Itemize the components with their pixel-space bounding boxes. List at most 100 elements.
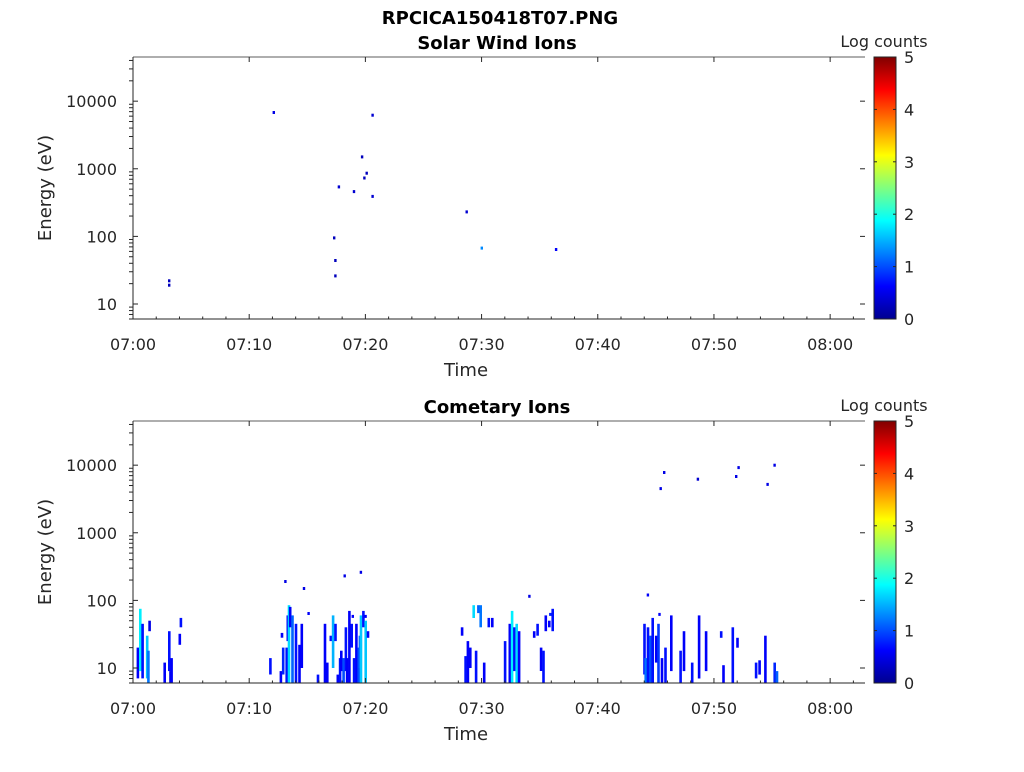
- data-cell: [272, 111, 275, 114]
- data-cell: [360, 155, 364, 159]
- data-cell: [269, 658, 272, 675]
- data-cell: [307, 612, 310, 615]
- data-cell: [168, 279, 171, 283]
- data-cell: [465, 210, 468, 214]
- solar-wind-colorbar: [873, 56, 897, 320]
- data-cell: [350, 623, 353, 648]
- data-cell: [342, 658, 345, 683]
- data-cell: [329, 635, 333, 642]
- data-cell: [348, 610, 351, 683]
- cometary-x-tick-label: 07:00: [110, 699, 156, 718]
- data-cell: [654, 635, 658, 663]
- data-cell: [298, 644, 301, 683]
- data-cell: [549, 612, 552, 616]
- data-cell: [554, 248, 558, 251]
- data-cell: [168, 283, 171, 287]
- data-cell: [735, 475, 738, 478]
- data-cell: [657, 623, 660, 683]
- data-cell: [517, 631, 521, 683]
- data-cell: [503, 641, 507, 683]
- data-cell: [331, 615, 335, 668]
- data-cell: [170, 658, 173, 683]
- data-cell: [178, 633, 182, 645]
- cometary-data-layer: [136, 463, 779, 683]
- data-cell: [513, 627, 516, 672]
- data-cell: [754, 662, 758, 679]
- solar-wind-colorbar-tick-label: 0: [904, 310, 914, 329]
- solar-wind-x-tick-label: 07:50: [691, 335, 737, 354]
- data-cell: [544, 615, 548, 632]
- data-cell: [285, 647, 288, 683]
- cometary-colorbar-label: Log counts: [840, 396, 927, 415]
- data-cell: [148, 620, 151, 632]
- data-cell: [139, 608, 142, 672]
- data-cell: [460, 627, 464, 636]
- data-cell: [539, 647, 543, 671]
- figure-title: RPCICA150418T07.PNG: [382, 8, 618, 29]
- data-cell: [479, 605, 482, 628]
- data-cell: [364, 614, 367, 618]
- data-cell: [359, 570, 363, 574]
- data-cell: [737, 466, 740, 470]
- solar-wind-x-tick-label: 07:20: [342, 335, 388, 354]
- data-cell: [670, 615, 673, 672]
- data-cell: [336, 674, 340, 683]
- data-cell: [764, 635, 767, 683]
- data-cell: [649, 635, 652, 683]
- data-cell: [773, 463, 776, 467]
- cometary-y-tick-label: 100: [86, 591, 117, 610]
- data-cell: [551, 608, 554, 632]
- data-cell: [281, 647, 285, 675]
- data-cell: [163, 662, 166, 683]
- cometary-panel-title: Cometary Ions: [424, 397, 571, 418]
- data-cell: [334, 259, 337, 262]
- solar-wind-panel-title: Solar Wind Ions: [417, 33, 576, 54]
- cometary-colorbar-tick-label: 0: [904, 674, 914, 693]
- data-cell: [532, 631, 536, 638]
- data-cell: [179, 617, 183, 628]
- cometary-colorbar-tick-label: 1: [904, 622, 914, 641]
- data-cell: [548, 620, 551, 628]
- data-cell: [472, 605, 475, 618]
- solar-wind-y-tick-label: 1000: [76, 160, 117, 179]
- solar-wind-colorbar-label: Log counts: [840, 32, 927, 51]
- data-cell: [480, 246, 483, 250]
- data-cell: [359, 615, 363, 683]
- cometary-x-tick-label: 08:00: [807, 699, 853, 718]
- cometary-colorbar-tick-label: 4: [904, 464, 914, 483]
- cometary-x-tick-label: 07:30: [459, 699, 505, 718]
- solar-wind-x-axis-label: Time: [443, 360, 488, 381]
- data-cell: [515, 623, 518, 683]
- data-cell: [287, 605, 291, 683]
- cometary-x-axis-label: Time: [443, 724, 488, 745]
- data-cell: [300, 623, 304, 668]
- data-cell: [343, 574, 346, 578]
- data-cell: [344, 627, 348, 672]
- data-cell: [291, 615, 294, 683]
- solar-wind-y-tick-label: 10000: [66, 92, 117, 111]
- data-cell: [334, 274, 337, 278]
- data-cell: [136, 647, 140, 679]
- data-cell: [288, 606, 292, 628]
- data-cell: [646, 627, 650, 683]
- data-cell: [773, 662, 776, 683]
- data-cell: [477, 605, 480, 614]
- solar-wind-y-axis-label: Energy (eV): [35, 135, 56, 241]
- data-cell: [731, 627, 735, 683]
- data-cell: [334, 623, 337, 642]
- solar-wind-colorbar-tick-label: 4: [904, 100, 914, 119]
- data-cell: [643, 623, 646, 675]
- data-cell: [469, 647, 472, 668]
- solar-wind-x-tick-label: 07:30: [459, 335, 505, 354]
- data-cell: [362, 610, 365, 628]
- solar-wind-x-tick-label: 07:10: [226, 335, 272, 354]
- cometary-colorbar-tick-label: 2: [904, 569, 914, 588]
- data-cell: [337, 185, 341, 189]
- data-cell: [696, 477, 700, 481]
- cometary-colorbar-tick-label: 3: [904, 517, 914, 536]
- cometary-x-tick-label: 07:40: [575, 699, 621, 718]
- cometary-x-tick-label: 07:50: [691, 699, 737, 718]
- data-cell: [510, 610, 514, 683]
- data-cell: [536, 623, 539, 636]
